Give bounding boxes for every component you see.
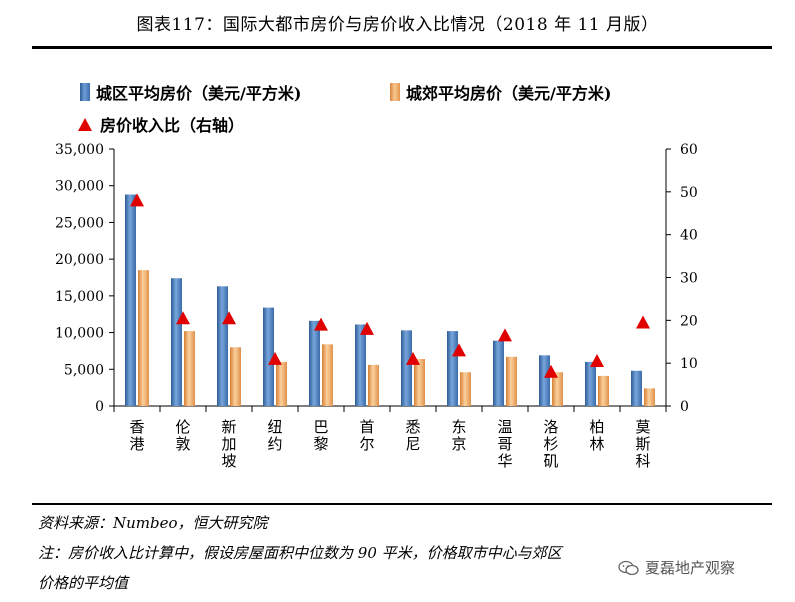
y-left-tick-label: 10,000: [55, 326, 104, 342]
source-note: 资料来源：Numbeo，恒大研究院: [38, 514, 268, 532]
ratio-marker: [498, 328, 512, 342]
x-tick-label-char: 哥: [497, 435, 512, 453]
legend-suburb: 城郊平均房价（美元/平方米): [390, 80, 611, 104]
legend-urban-label: 城区平均房价（美元/平方米): [96, 84, 302, 103]
y-right-tick-label: 50: [680, 185, 698, 201]
x-tick-label-char: 悉: [405, 418, 420, 436]
x-tick-label-char: 坡: [221, 452, 236, 470]
x-tick-label-char: 杉: [543, 435, 558, 453]
y-right-tick-label: 60: [680, 142, 698, 158]
ratio-marker: [544, 364, 558, 378]
x-tick-label-char: 港: [129, 435, 144, 453]
bar-suburb: [414, 359, 425, 406]
chart-title: 图表117：国际大都市房价与房价收入比情况（2018 年 11 月版）: [136, 15, 659, 35]
watermark: 夏磊地产观察: [618, 557, 735, 578]
y-right-tick-label: 0: [680, 399, 689, 415]
wechat-icon: [618, 560, 639, 575]
x-tick-label-char: 东: [451, 418, 466, 436]
bar-suburb: [460, 372, 471, 406]
x-tick-label-char: 京: [451, 435, 466, 453]
y-left-tick-label: 25,000: [55, 215, 104, 231]
ratio-marker: [130, 193, 144, 207]
bar-suburb: [506, 356, 517, 406]
bar-suburb: [598, 375, 609, 406]
ratio-marker: [222, 311, 236, 325]
bar-urban: [309, 320, 320, 406]
bar-urban: [401, 330, 412, 406]
ratio-marker: [268, 351, 282, 365]
x-tick-label-char: 加: [221, 435, 236, 453]
ratio-marker: [452, 343, 466, 357]
y-left-tick-label: 0: [95, 399, 104, 415]
y-right-tick-label: 40: [680, 228, 698, 244]
bar-urban: [263, 307, 274, 406]
x-tick-label-char: 尔: [359, 435, 374, 453]
legend-suburb-label: 城郊平均房价（美元/平方米): [406, 84, 612, 103]
x-tick-label-char: 纽: [267, 418, 282, 436]
x-tick-label-char: 科: [635, 452, 650, 470]
bar-urban: [493, 340, 504, 406]
bar-urban: [585, 361, 596, 406]
ratio-marker: [406, 351, 420, 365]
y-left-tick-label: 30,000: [55, 179, 104, 195]
y-right-tick-label: 20: [680, 313, 698, 329]
bar-urban: [447, 331, 458, 406]
legend-suburb-swatch: [390, 83, 400, 101]
ratio-marker: [314, 317, 328, 331]
bar-urban: [539, 355, 550, 406]
y-right-tick-label: 10: [680, 356, 698, 372]
watermark-text: 夏磊地产观察: [645, 559, 736, 577]
footnote-line-2: 价格的平均值: [38, 574, 129, 592]
x-tick-label-char: 敦: [175, 435, 190, 453]
y-left-tick-label: 35,000: [55, 142, 104, 158]
bar-urban: [355, 324, 366, 406]
bar-suburb: [230, 347, 241, 406]
x-tick-label-char: 新: [221, 418, 236, 436]
x-tick-label-char: 斯: [635, 435, 650, 453]
legend-urban: 城区平均房价（美元/平方米): [80, 80, 301, 104]
top-rule: [32, 46, 772, 49]
footnote-line-1: 注：房价收入比计算中，假设房屋面积中位数为 90 平米，价格取市中心与郊区: [38, 544, 562, 562]
bar-suburb: [184, 331, 195, 406]
bottom-rule: [32, 503, 772, 505]
y-right-tick-label: 30: [680, 271, 698, 287]
legend-urban-swatch: [80, 83, 90, 101]
x-tick-label-char: 华: [497, 452, 512, 470]
bar-urban: [171, 278, 182, 406]
x-tick-label-char: 伦: [175, 418, 190, 436]
bar-suburb: [138, 270, 149, 406]
bar-urban: [125, 194, 136, 406]
y-left-tick-label: 20,000: [55, 252, 104, 268]
x-tick-label-char: 林: [589, 435, 604, 453]
bar-suburb: [276, 361, 287, 406]
y-left-tick-label: 5,000: [64, 362, 104, 378]
bar-urban: [217, 286, 228, 406]
bar-chart: 0 5,000 10,000 15,000 20,000 25,000 30,000 35,0…: [55, 142, 698, 470]
x-tick-label-char: 首: [359, 418, 374, 436]
legend-ratio-label: 房价收入比（右轴）: [100, 116, 245, 135]
x-tick-label-char: 香: [129, 418, 144, 436]
ratio-marker: [636, 315, 650, 329]
x-tick-label-char: 洛: [543, 418, 558, 436]
x-tick-label-char: 莫: [635, 418, 650, 436]
bar-suburb: [322, 344, 333, 406]
bar-suburb: [644, 388, 655, 406]
y-left-tick-label: 15,000: [55, 289, 104, 305]
bar-urban: [631, 370, 642, 406]
legend-ratio: 房价收入比（右轴）: [78, 112, 244, 136]
x-tick-label-char: 巴: [313, 418, 328, 436]
ratio-marker: [360, 321, 374, 335]
x-tick-label-char: 约: [267, 435, 282, 453]
x-tick-label-char: 尼: [405, 435, 420, 453]
bar-suburb: [552, 372, 563, 406]
x-tick-label-char: 温: [497, 418, 512, 436]
x-tick-label-char: 矶: [543, 452, 558, 470]
x-tick-label-char: 黎: [313, 435, 328, 453]
ratio-marker: [176, 311, 190, 325]
x-tick-label-char: 柏: [589, 418, 604, 436]
bar-suburb: [368, 364, 379, 406]
legend-ratio-triangle: [78, 117, 92, 131]
ratio-marker: [590, 354, 604, 368]
